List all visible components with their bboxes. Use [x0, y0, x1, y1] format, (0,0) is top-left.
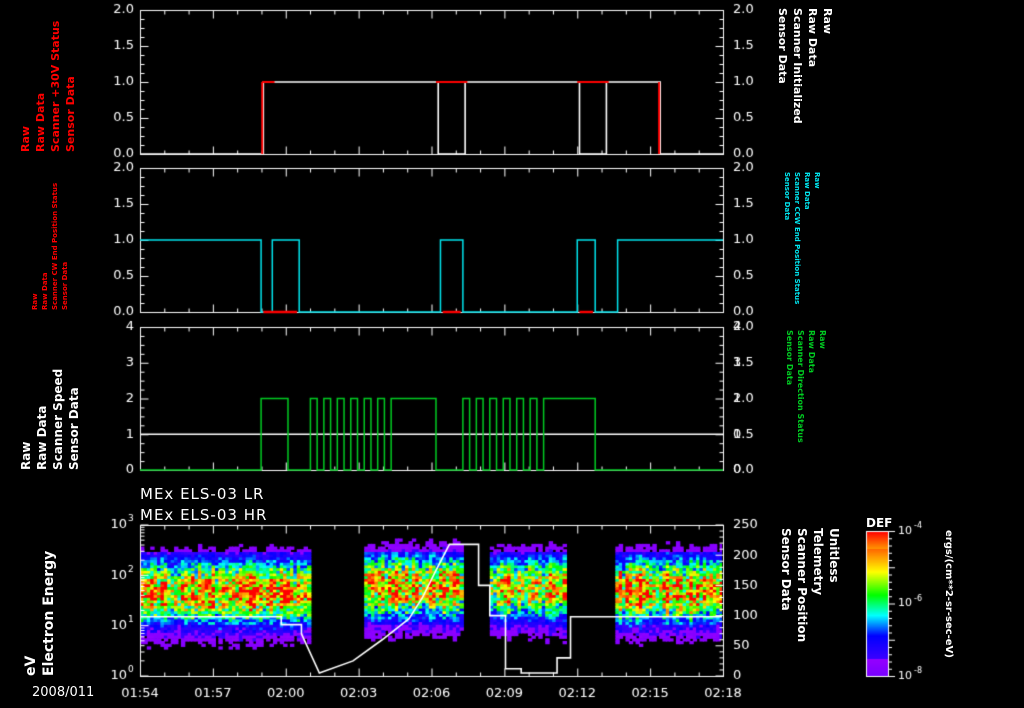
label-line: Scanner Direction Status — [796, 330, 805, 443]
label-line: Sensor Data — [783, 172, 791, 221]
label-line: Unitless — [827, 528, 841, 583]
label-line: Raw Data — [41, 272, 49, 310]
label-line: Sensor Data — [776, 8, 789, 84]
label-line: Raw Data — [803, 172, 811, 210]
panel-spectrogram-left-label: Electron Energy eV — [22, 528, 58, 676]
label-line: Raw — [821, 8, 834, 35]
label-line: Sensor Data — [779, 528, 793, 611]
label-line: ergs/(cm**2-sr-sec-eV) — [943, 530, 954, 658]
label-line: Raw Data — [807, 330, 816, 373]
label-line: Scanner Initialized — [791, 8, 804, 124]
label-line: eV — [23, 655, 39, 676]
panel-plus30v-right-label: Sensor Data Scanner Initialized Raw Data Ra… — [775, 8, 835, 150]
label-line: Scanner Speed — [51, 368, 65, 470]
x-axis-date-label: 2008/011 — [32, 685, 95, 700]
label-line: Raw — [19, 125, 32, 152]
label-line: Raw — [19, 441, 33, 470]
label-line: Raw Data — [34, 92, 47, 152]
label-line: Raw Data — [806, 8, 819, 68]
panel-cw-ccw-left-label: Sensor Data Scanner CW End Position Statu… — [30, 172, 70, 310]
panel-direction-right-label: Sensor Data Scanner Direction Status Raw D… — [784, 330, 828, 470]
panel-spectrogram-right-label: Sensor Data Scanner Position Telemetry Unit… — [778, 528, 842, 678]
title-hr: MEx ELS-03 HR — [140, 506, 268, 524]
colorbar-title: DEF — [866, 516, 893, 530]
label-line: Scanner Position — [795, 528, 809, 643]
label-line: Sensor Data — [67, 387, 81, 470]
panel-plus30v-left-label: Sensor Data Scanner +30V Status Raw Data Ra… — [18, 12, 78, 152]
label-line: Raw — [31, 293, 39, 310]
label-line: Sensor Data — [61, 261, 69, 310]
label-line: Telemetry — [811, 528, 825, 596]
label-line: Scanner CCW End Position Status — [793, 172, 801, 305]
label-line: Scanner CW End Position Status — [51, 182, 59, 310]
label-line: Sensor Data — [64, 76, 77, 152]
panel-speed-left-label: Sensor Data Scanner Speed Raw Data Raw — [18, 330, 82, 470]
label-line: Scanner +30V Status — [49, 20, 62, 152]
label-line: Electron Energy — [41, 550, 57, 676]
label-line: Sensor Data — [785, 330, 794, 386]
panel-cw-ccw-right-label: Sensor Data Scanner CCW End Position Stat… — [782, 172, 822, 310]
colorbar-unit-label: ergs/(cm**2-sr-sec-eV) — [942, 530, 955, 680]
label-line: Raw Data — [35, 405, 49, 471]
title-lr: MEx ELS-03 LR — [140, 485, 265, 503]
label-line: Raw — [818, 330, 827, 349]
label-line: Raw — [813, 172, 821, 189]
